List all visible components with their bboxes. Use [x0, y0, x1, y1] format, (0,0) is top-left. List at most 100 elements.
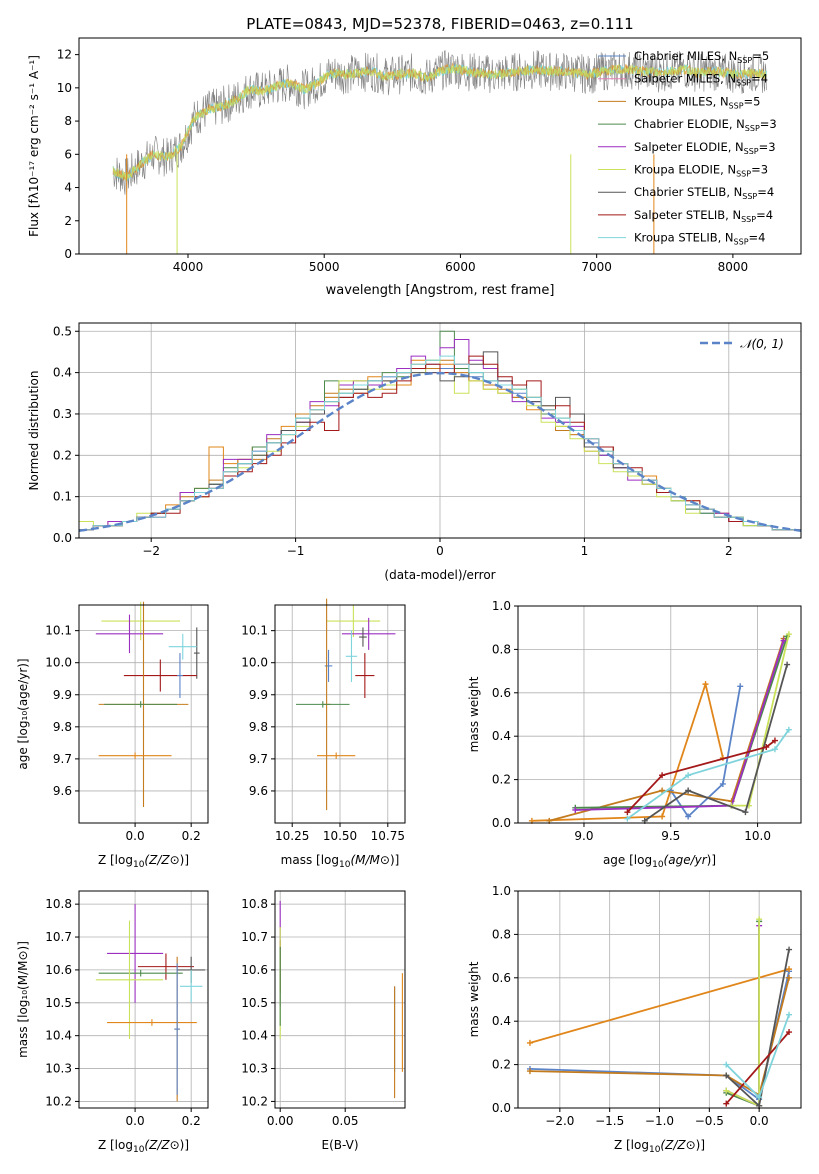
plot-area [279, 900, 403, 1099]
y-tick-label: 10.3 [241, 1062, 268, 1076]
y-axis-label: Flux [fλ10⁻¹⁷ erg cm⁻² s⁻¹ A⁻¹] [27, 55, 41, 237]
y-tick-label: 0.8 [492, 642, 511, 656]
residual-axes: −2 −1 0 1 2 0.0 0.1 0.2 0.3 0.4 0.5 𝒩(0, 1) (data-mo… [27, 322, 802, 582]
y-tick-label: 0.6 [492, 686, 511, 700]
y-axis-label: mass weight [467, 961, 481, 1037]
y-tick-label: 0.4 [53, 366, 72, 380]
weight-series [624, 737, 778, 816]
legend-entry: Chabrier ELODIE, NSSP=3 [634, 117, 777, 133]
error-point [355, 653, 375, 698]
legend-entry: Kroupa STELIB, NSSP=4 [634, 231, 765, 247]
weight-marker [526, 1039, 533, 1046]
x-tick-label: 0.2 [182, 829, 201, 843]
y-tick-label: 4 [64, 181, 72, 195]
weight-marker [771, 737, 778, 744]
plot-area [78, 330, 802, 532]
y-tick-label: 10.1 [45, 624, 72, 638]
x-tick-label: 10.25 [275, 829, 309, 843]
y-tick-label: 9.6 [249, 784, 268, 798]
x-tick-label: −2.0 [545, 1114, 574, 1128]
error-point [177, 653, 183, 698]
y-tick-label: 6 [64, 147, 72, 161]
age-vs-mass-axes: 10.25 10.50 10.75 9.6 9.7 9.8 9.9 10.0 10.1 mass … [241, 598, 406, 870]
legend: Chabrier MILES, NSSP=5 Salpeter MILES, NS… [598, 49, 777, 247]
plot-area [526, 916, 793, 1109]
y-tick-label: 10.6 [241, 963, 268, 977]
y-tick-label: 0.4 [492, 729, 511, 743]
plot-area [296, 598, 396, 811]
y-tick-label: 0.5 [53, 324, 72, 338]
y-tick-label: 0.6 [492, 971, 511, 985]
model-spectrum [112, 63, 767, 181]
weight-marker [784, 661, 791, 668]
x-tick-label: 6000 [445, 260, 476, 274]
y-axis-label: mass weight [467, 676, 481, 752]
weight-marker [756, 1094, 763, 1101]
error-point [95, 614, 164, 654]
weight-line [575, 636, 788, 809]
y-tick-label: 0.8 [492, 927, 511, 941]
weight-series [641, 661, 791, 824]
weight-marker [624, 815, 631, 822]
weight-marker [572, 806, 579, 813]
error-point [326, 605, 381, 638]
x-tick-label: 0.2 [182, 1114, 201, 1128]
x-axis-label: E(B-V) [321, 1138, 358, 1152]
mass-weight-vs-metallicity-axes: −2.0 −1.5 −1.0 −0.5 0.0 0.0 0.2 0.4 0.6 0.8 1.0 mas… [467, 884, 802, 1155]
weight-marker [786, 1029, 793, 1036]
weight-marker [723, 1072, 730, 1079]
y-tick-label: 9.8 [249, 720, 268, 734]
y-tick-label: 10.6 [45, 963, 72, 977]
error-point [123, 659, 197, 692]
plot-area [528, 631, 792, 824]
y-tick-label: 8 [64, 114, 72, 128]
weight-marker [786, 974, 793, 981]
x-tick-label: 5000 [309, 260, 340, 274]
x-axis-label: Z [log10(Z/Z⊙)] [98, 1138, 189, 1155]
weight-marker [723, 1100, 730, 1107]
error-point [101, 601, 180, 641]
weight-marker [771, 746, 778, 753]
x-tick-label: 0.0 [126, 829, 145, 843]
y-tick-label: 0.4 [492, 1014, 511, 1028]
error-point [98, 752, 172, 759]
y-tick-label: 10.1 [241, 624, 268, 638]
weight-marker [685, 772, 692, 779]
y-tick-label: 0.3 [53, 407, 72, 421]
y-tick-label: 1.0 [492, 884, 511, 898]
y-tick-label: 9.7 [249, 752, 268, 766]
weight-series [723, 946, 793, 1109]
axes-frame [78, 890, 209, 1109]
error-point [296, 701, 350, 708]
y-tick-label: 0 [64, 247, 72, 261]
x-tick-label: 4000 [173, 260, 204, 274]
weight-line [644, 664, 788, 822]
x-tick-label: 10.50 [323, 829, 357, 843]
x-tick-label: −1.5 [595, 1114, 624, 1128]
x-tick-label: 0.00 [267, 1114, 294, 1128]
y-tick-label: 0.0 [492, 1101, 511, 1115]
error-point [324, 649, 333, 682]
error-point [179, 969, 203, 1003]
weight-line [626, 729, 790, 820]
x-axis-label: mass [log10(M/M⊙)] [281, 853, 400, 870]
mass-weight-vs-age-axes: 9.0 9.5 10.0 0.0 0.2 0.4 0.6 0.8 1.0 mass weight a… [467, 599, 802, 870]
plot-area [95, 904, 206, 1102]
error-point [359, 627, 367, 647]
y-tick-label: 10.4 [45, 1029, 72, 1043]
weight-series [528, 680, 726, 824]
x-tick-label: 9.5 [661, 829, 680, 843]
x-axis-label: age [log10(age/yr)] [603, 853, 716, 870]
y-tick-label: 2 [64, 214, 72, 228]
weight-line [549, 638, 785, 822]
legend-entry: Kroupa MILES, NSSP=5 [634, 94, 760, 110]
mass-vs-extinction-axes: 0.00 0.05 10.2 10.3 10.4 10.5 10.6 10.7 10.8 E(B-… [241, 890, 406, 1152]
weight-series [723, 1011, 793, 1101]
weight-marker [756, 916, 763, 923]
y-tick-label: 9.7 [53, 752, 72, 766]
weight-marker [785, 631, 792, 638]
x-tick-label: 7000 [581, 260, 612, 274]
axes-frame [78, 322, 802, 539]
legend-entry: Salpeter STELIB, NSSP=4 [634, 208, 773, 224]
